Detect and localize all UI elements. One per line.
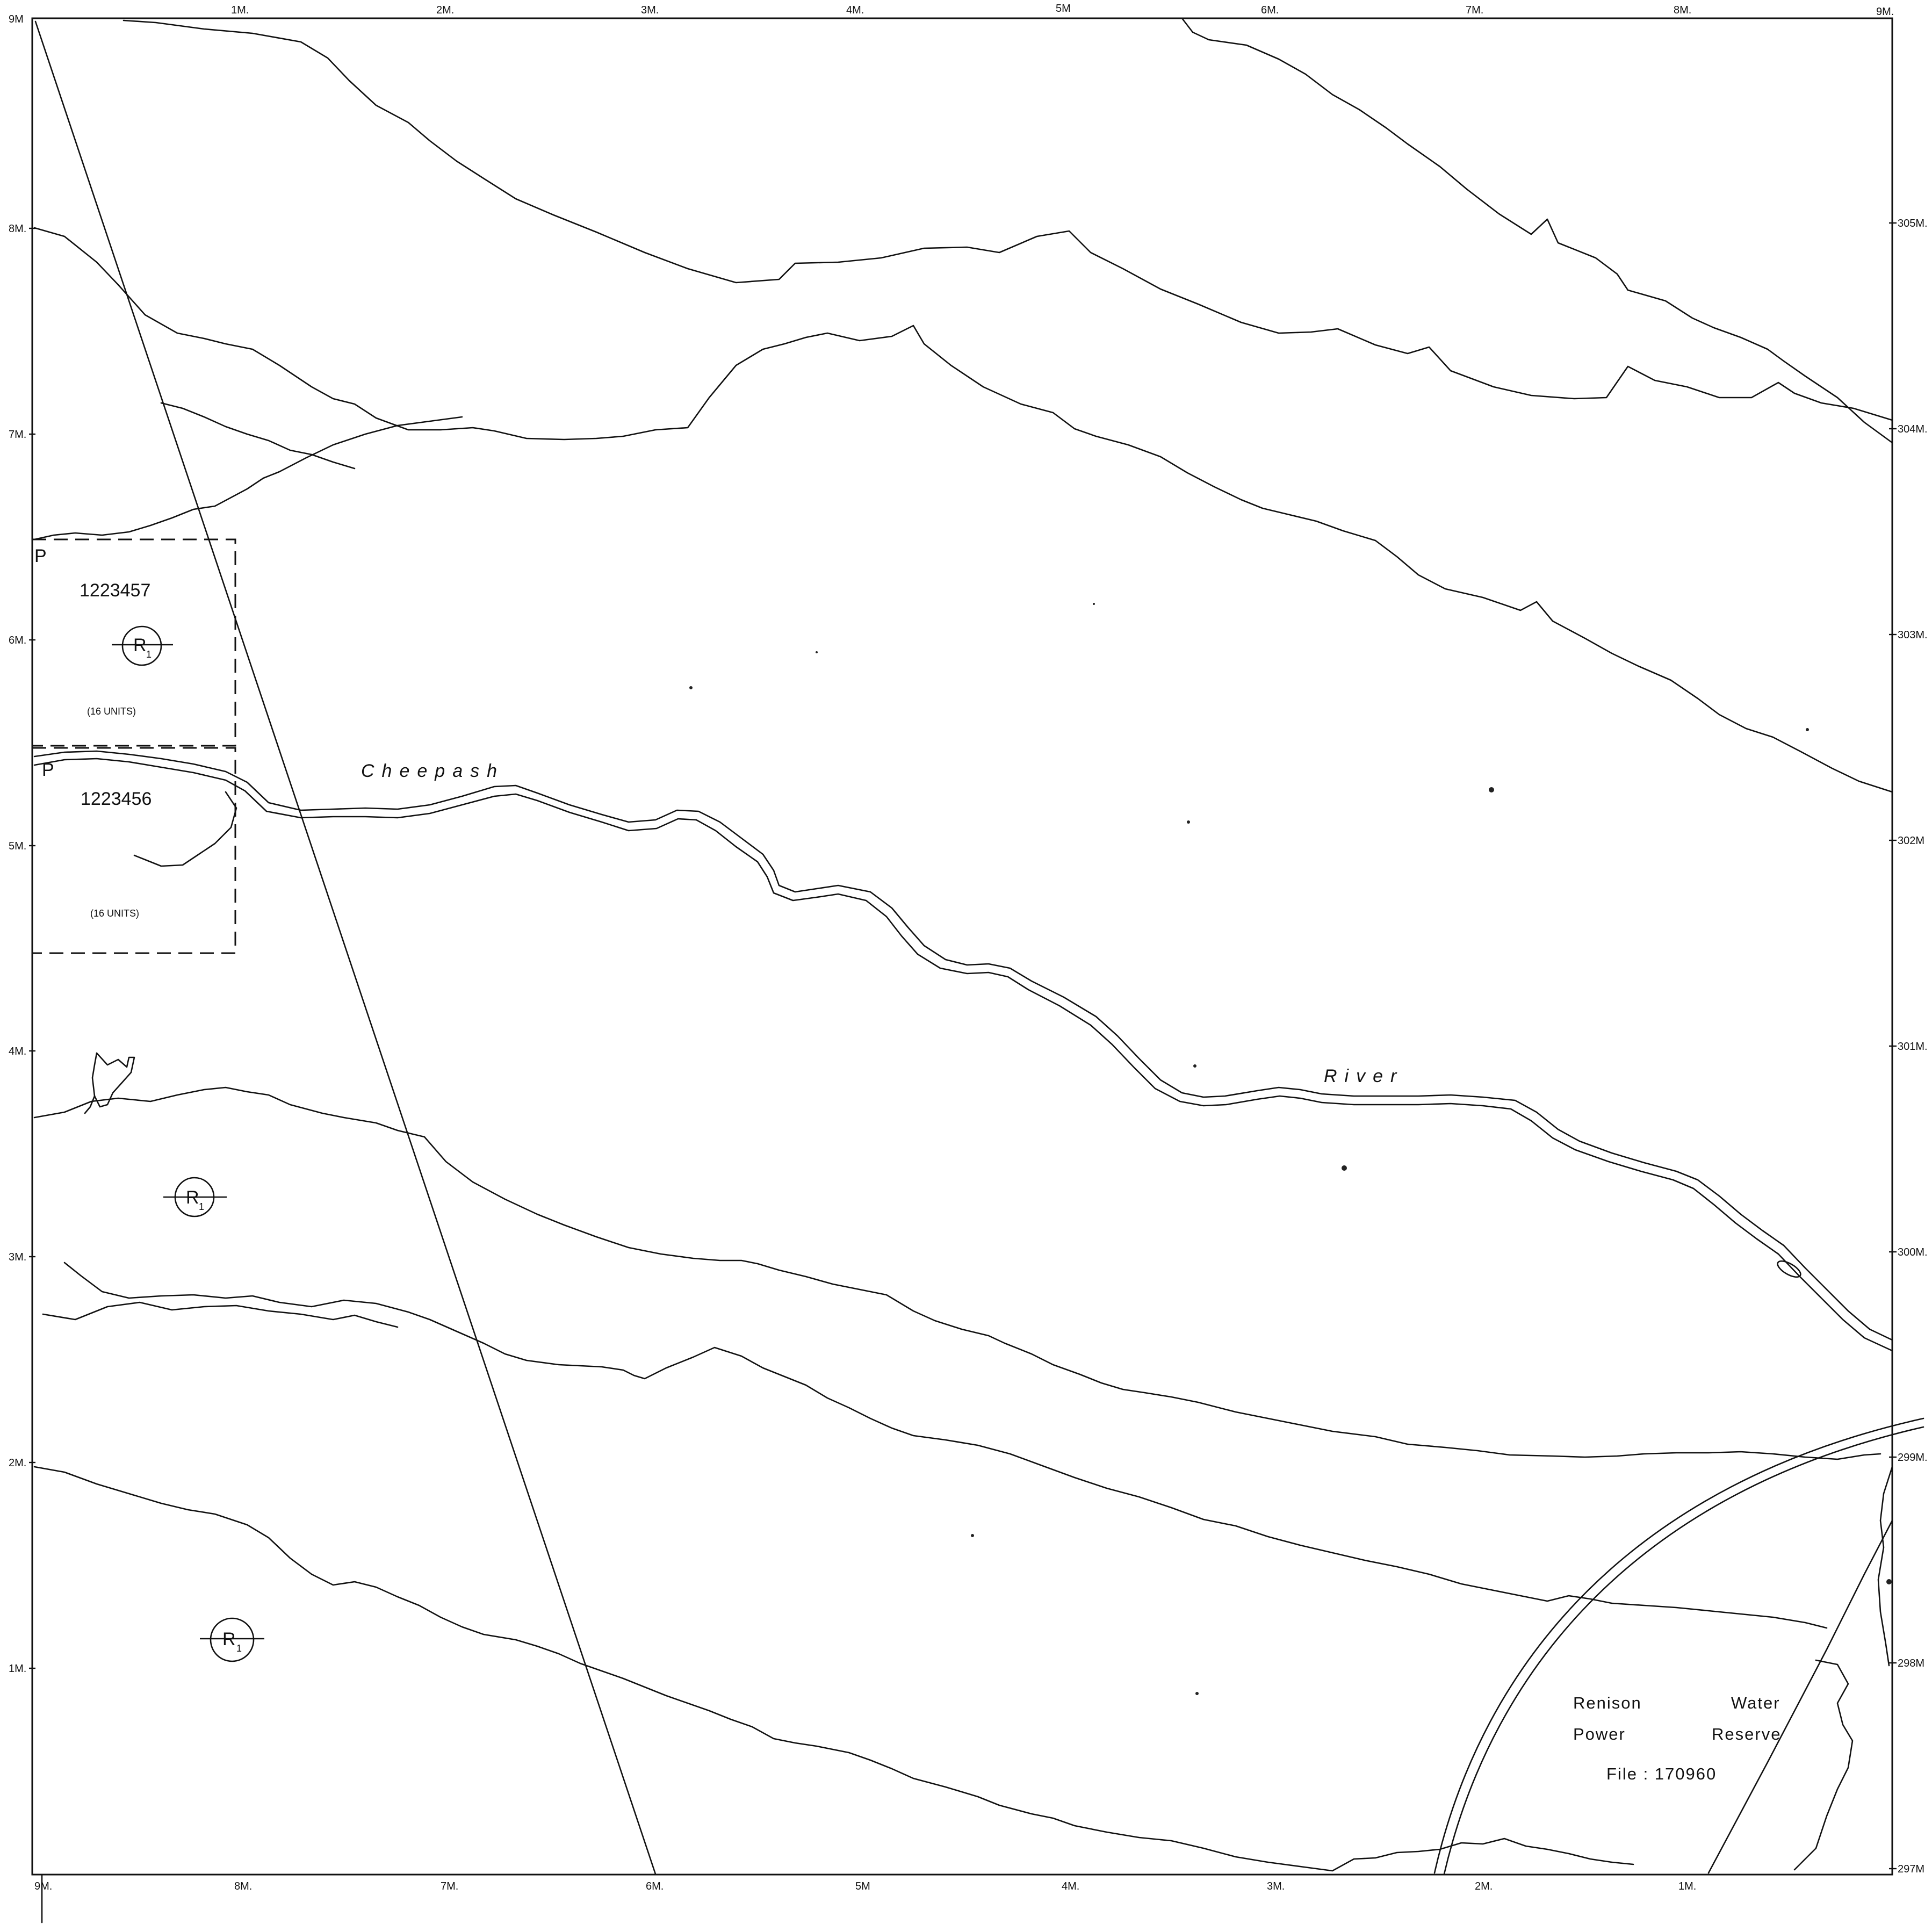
claim-marker: P (34, 546, 47, 566)
bottom-scale-label: 3M. (1267, 1880, 1285, 1892)
svg-text:1: 1 (199, 1201, 204, 1212)
top-scale: 9M 1M. 2M. 3M. 4M. 5M 6M. 7M. 8M. 9M. (9, 3, 1894, 25)
bottom-scale: 9M. 8M. 7M. 6M. 5M 4M. 3M. 2M. 1M. (34, 1880, 1696, 1892)
pond-stream (84, 1095, 96, 1114)
contour-line (1181, 17, 1893, 444)
reserve-boundary-arc-inner (1443, 1426, 1924, 1875)
claim-units: (16 UNITS) (87, 706, 136, 717)
left-scale-label: 4M. (9, 1046, 26, 1057)
bottom-scale-label: 2M. (1475, 1880, 1493, 1892)
left-scale-label: 1M. (9, 1663, 26, 1675)
pond-outline (91, 1052, 135, 1108)
right-scale-label: 297M (1898, 1863, 1924, 1875)
claim-box-1223456 (31, 747, 236, 954)
top-scale-label: 6M. (1261, 4, 1279, 16)
reserve-symbol: R 1 (200, 1617, 264, 1662)
diagonal-boundary-line (34, 20, 657, 1875)
left-scale-label: 5M. (9, 840, 26, 852)
bottom-scale-label: 7M. (441, 1880, 458, 1892)
left-scale: 8M. 7M. 6M. 5M. 4M. 3M. 2M. 1M. (9, 223, 35, 1675)
claim-number: 1223457 (80, 580, 150, 601)
left-scale-label: 7M. (9, 429, 26, 441)
contour-line (33, 227, 1893, 793)
reserve-name-line2-left: Power (1573, 1725, 1626, 1743)
map-frame (31, 17, 1893, 1876)
top-scale-label: 9M. (1876, 6, 1894, 18)
svg-text:1: 1 (146, 649, 152, 660)
top-scale-label: 9M (9, 13, 24, 25)
reserve-symbol: R 1 (112, 625, 173, 666)
bottom-scale-label: 1M. (1678, 1880, 1696, 1892)
left-scale-label: 2M. (9, 1457, 26, 1469)
bottom-scale-label: 9M. (34, 1880, 52, 1892)
right-scale-label: 303M. (1898, 629, 1928, 641)
left-scale-label: 3M. (9, 1251, 26, 1263)
svg-text:R: R (222, 1629, 236, 1649)
claim-box-1223457 (31, 538, 236, 747)
top-scale-label: 5M (1056, 3, 1071, 15)
reserve-stream (1793, 1659, 1854, 1871)
right-scale-label: 298M (1898, 1658, 1924, 1669)
right-scale-label: 305M. (1898, 218, 1928, 229)
top-scale-label: 8M. (1674, 4, 1691, 16)
reserve-name-line2-right: Reserve (1712, 1725, 1781, 1743)
river-name-label: Cheepash (361, 761, 504, 781)
right-scale-label: 301M. (1898, 1041, 1928, 1053)
left-scale-label: 8M. (9, 223, 26, 235)
bottom-scale-label: 5M (855, 1880, 870, 1892)
reserve-file-number: File : 170960 (1606, 1764, 1717, 1783)
bottom-scale-label: 8M. (234, 1880, 252, 1892)
claim-units: (16 UNITS) (90, 908, 139, 919)
top-scale-label: 1M. (231, 4, 249, 16)
top-scale-label: 2M. (436, 4, 454, 16)
reserve-name-line1-left: Renison (1573, 1694, 1642, 1712)
river-name-label: River (1324, 1066, 1404, 1086)
contour-line (160, 402, 356, 470)
reserve-symbol: R 1 (163, 1177, 227, 1217)
contour-line (122, 19, 1893, 421)
top-scale-label: 4M. (846, 4, 864, 16)
right-scale: 305M. 304M. 303M. 302M 301M. 300M. 299M.… (1889, 218, 1928, 1875)
right-scale-label: 304M. (1898, 423, 1928, 435)
claim-marker: P (42, 760, 54, 780)
bottom-scale-label: 6M. (646, 1880, 664, 1892)
svg-text:1: 1 (236, 1643, 242, 1654)
left-scale-label: 6M. (9, 635, 26, 646)
bottom-scale-label: 4M. (1062, 1880, 1079, 1892)
contour-line (63, 1262, 1828, 1629)
contour-line (33, 1086, 1881, 1460)
river-island (1777, 1260, 1801, 1278)
top-scale-label: 3M. (641, 4, 659, 16)
svg-text:R: R (186, 1187, 199, 1208)
reserve-stream (1877, 1466, 1893, 1667)
river-bank-north (33, 750, 1893, 1341)
right-scale-label: 299M. (1898, 1452, 1928, 1464)
right-scale-label: 300M. (1898, 1246, 1928, 1258)
claim-number: 1223456 (81, 789, 152, 809)
reserve-boundary-line (1707, 1519, 1893, 1874)
top-scale-label: 7M. (1466, 4, 1483, 16)
reserve-boundary-arc-outer (1433, 1417, 1924, 1874)
map-specks (689, 603, 1892, 1695)
contour-line (33, 1466, 1634, 1872)
river-bank-south (33, 758, 1893, 1352)
reserve-name-line1-right: Water (1731, 1694, 1780, 1712)
right-scale-label: 302M (1898, 835, 1924, 847)
svg-text:R: R (133, 635, 147, 655)
contour-line (42, 1301, 399, 1328)
contour-line (33, 416, 463, 541)
